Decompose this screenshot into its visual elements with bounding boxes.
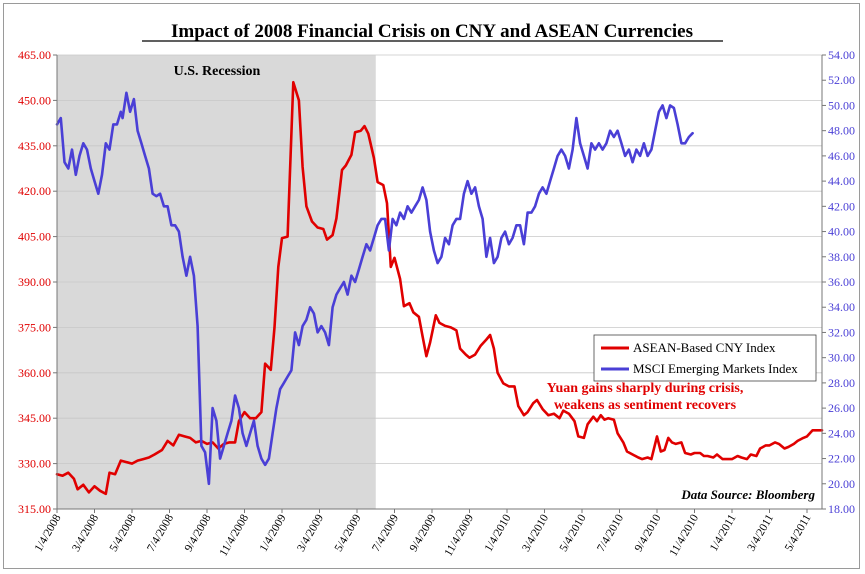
left-tick-label: 345.00 (18, 411, 51, 425)
right-tick-label: 40.00 (828, 225, 855, 239)
right-tick-label: 26.00 (828, 401, 855, 415)
right-tick-label: 34.00 (828, 300, 855, 314)
right-tick-label: 18.00 (828, 502, 855, 516)
series-layer (55, 80, 824, 496)
right-tick-label: 54.00 (828, 48, 855, 62)
x-tick-label: 1/4/2008 (33, 512, 64, 554)
legend-label-cny: ASEAN-Based CNY Index (633, 340, 776, 355)
right-tick-label: 38.00 (828, 250, 855, 264)
right-tick-label: 42.00 (828, 199, 855, 213)
x-tick-label: 9/4/2008 (183, 512, 214, 554)
x-tick-label: 9/4/2010 (633, 512, 664, 554)
right-tick-label: 24.00 (828, 426, 855, 440)
legend-label-msci: MSCI Emerging Markets Index (633, 361, 798, 376)
right-axis-ticks: 18.00 20.00 22.00 24.00 26.00 28.00 30.00 32.00… (822, 48, 855, 516)
left-tick-label: 405.00 (18, 230, 51, 244)
data-source: Data Source: Bloomberg (680, 487, 815, 502)
x-tick-label: 3/4/2009 (295, 512, 326, 554)
left-tick-label: 330.00 (18, 457, 51, 471)
right-tick-label: 46.00 (828, 149, 855, 163)
right-tick-label: 32.00 (828, 325, 855, 339)
left-tick-label: 315.00 (18, 502, 51, 516)
x-tick-label: 5/4/2010 (558, 512, 589, 554)
chart-title: Impact of 2008 Financial Crisis on CNY a… (171, 21, 693, 42)
axes (56, 55, 823, 510)
x-tick-label: 7/4/2008 (145, 512, 176, 554)
annotation-line-2: weakens as sentiment recovers (554, 398, 737, 413)
recession-label: U.S. Recession (174, 64, 261, 79)
x-axis-ticks: 1/4/2008 3/4/2008 5/4/2008 7/4/2008 9/4/2008… (33, 509, 814, 559)
x-tick-label: 1/4/2009 (258, 512, 289, 554)
right-tick-label: 52.00 (828, 73, 855, 87)
right-tick-label: 44.00 (828, 174, 855, 188)
x-tick-label: 1/4/2011 (708, 512, 739, 553)
right-tick-label: 22.00 (828, 452, 855, 466)
right-tick-label: 36.00 (828, 275, 855, 289)
x-tick-label: 11/4/2010 (668, 512, 702, 558)
right-tick-label: 30.00 (828, 351, 855, 365)
x-tick-label: 3/4/2010 (520, 512, 551, 554)
x-tick-label: 3/4/2008 (70, 512, 101, 554)
x-tick-label: 3/4/2011 (745, 512, 776, 553)
left-tick-label: 390.00 (18, 275, 51, 289)
right-tick-label: 48.00 (828, 124, 855, 138)
left-tick-label: 360.00 (18, 366, 51, 380)
left-tick-label: 375.00 (18, 320, 51, 334)
x-tick-label: 11/4/2009 (443, 512, 477, 558)
left-tick-label: 465.00 (18, 48, 51, 62)
legend-box (593, 334, 817, 382)
left-tick-label: 435.00 (18, 139, 51, 153)
x-tick-label: 7/4/2009 (370, 512, 401, 554)
x-tick-label: 9/4/2009 (408, 512, 439, 554)
x-tick-label: 5/4/2009 (333, 512, 364, 554)
x-tick-label: 1/4/2010 (483, 512, 514, 554)
left-axis-ticks: 315.00 330.00 345.00 360.00 375.00 390.00 405.… (18, 48, 57, 516)
right-tick-label: 50.00 (828, 98, 855, 112)
right-tick-label: 20.00 (828, 477, 855, 491)
x-tick-label: 5/4/2008 (108, 512, 139, 554)
left-tick-label: 420.00 (18, 184, 51, 198)
right-tick-label: 28.00 (828, 376, 855, 390)
legend: ASEAN-Based CNY Index MSCI Emerging Mark… (593, 334, 817, 382)
x-tick-label: 11/4/2008 (218, 512, 252, 558)
series-line-msci (55, 91, 694, 486)
annotation-line-1: Yuan gains sharply during crisis, (547, 381, 744, 396)
left-tick-label: 450.00 (18, 93, 51, 107)
x-tick-label: 5/4/2011 (783, 512, 814, 553)
x-tick-label: 7/4/2010 (595, 512, 626, 554)
